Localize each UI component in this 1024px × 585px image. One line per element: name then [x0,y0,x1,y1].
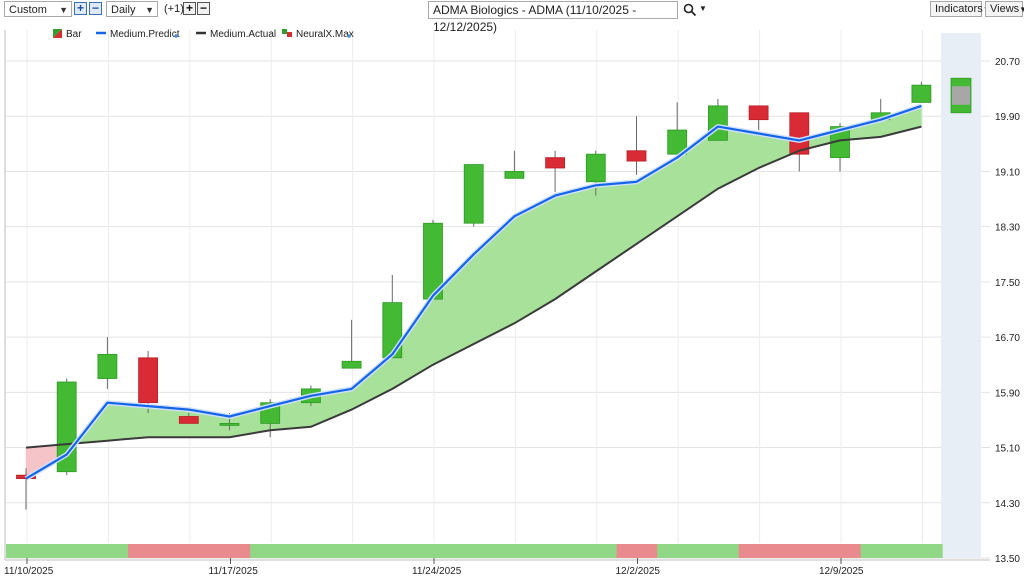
series-line-medium-actual [25,125,922,449]
series-lines [24,103,923,481]
x-tick-label: 12/9/2025 [819,566,864,577]
indicators-label: Indicators [935,3,983,15]
y-tick-label: 19.90 [995,112,1020,123]
candle-body [138,357,159,404]
forecast-candle-core [952,86,970,105]
signal-strip-segment [413,544,455,558]
signal-strip-segment [901,544,943,558]
y-tick-label: 18.30 [995,223,1020,234]
axes: 20.70 19.90 19.10 18.30 17.50 16.70 15.90 15.10… [4,30,1020,577]
signal-strip-segment [372,544,414,558]
legend-swatch-neuralx-red [287,32,292,37]
candle-body [341,360,362,369]
prediction-fill-area [25,105,922,480]
views-button[interactable]: Views▼ [985,1,1024,17]
signal-strip [6,544,943,558]
y-tick-label: 17.50 [995,278,1020,289]
y-tick-label: 15.10 [995,444,1020,455]
candle-body [219,422,240,426]
views-label: Views [990,3,1020,15]
signal-strip-segment [738,544,780,558]
legend-label-medium-actual: Medium.Actual [210,29,276,40]
candle-body [708,105,728,141]
signal-strip-segment [697,544,740,558]
signal-strip-segment [46,544,88,558]
legend-dot-icon [174,34,178,38]
legend-swatch-neuralx-green [282,29,287,34]
signal-strip-segment [575,544,618,558]
legend-label-bar: Bar [66,29,82,40]
candle-body [178,416,199,424]
x-tick-label: 11/24/2025 [412,566,462,577]
interval-select[interactable]: Daily ▼ [106,1,158,17]
y-tick-label: 15.90 [995,388,1020,399]
x-tick-label: 11/17/2025 [209,566,259,577]
y-tick-label: 16.70 [995,333,1020,344]
chart-title[interactable]: ADMA Biologics - ADMA (11/10/2025 - 12/1… [428,1,678,34]
signal-strip-segment [290,544,333,558]
candle-body [463,164,484,224]
forecast-band [941,33,981,558]
caret-down-icon[interactable]: ▼ [699,4,707,13]
candle-body [789,112,810,155]
chevron-down-icon: ▼ [1019,5,1024,14]
x-tick-label: 12/2/2025 [616,566,661,577]
y-tick-label: 14.30 [995,499,1020,510]
offset-decrease-button[interactable]: − [197,2,210,15]
candle-body [545,157,565,169]
y-tick-label: 19.10 [995,167,1020,178]
legend-dot-icon [347,34,351,38]
candle-body [585,153,606,183]
toolbar: Custom ▼ + − Daily ▼ (+1) + − ADMA Biolo… [0,0,1024,34]
y-tick-label: 13.50 [995,554,1020,565]
signal-strip-segment [535,544,577,558]
prediction-fill-segment [107,402,149,441]
candle-body [626,150,647,162]
range-select-value: Custom [9,4,47,16]
signal-strip-segment [87,544,129,558]
interval-select-value: Daily [111,4,136,16]
legend-label-medium-predict: Medium.Predict [110,29,180,40]
legend: Bar Medium.Predict Medium.Actual NeuralX.Ma… [53,29,354,40]
signal-strip-segment [209,544,251,558]
range-select[interactable]: Custom ▼ [4,1,72,17]
signal-strip-segment [453,544,495,558]
indicators-button[interactable]: Indicators▼ [930,1,991,17]
signal-strip-segment [168,544,211,558]
series-line-medium-predict [25,104,922,480]
offset-label: (+1) [164,3,184,15]
signal-strip-segment [820,544,862,558]
candle-body [504,171,525,179]
candle-body [97,353,118,379]
x-tick-label: 11/10/2025 [4,566,54,577]
signal-strip-segment [860,544,902,558]
search-icon[interactable] [683,3,697,17]
legend-label-neuralx-max: NeuralX.Max [296,29,354,40]
chevron-down-icon: ▼ [59,5,68,15]
zoom-out-button[interactable]: − [89,2,102,15]
zoom-in-button[interactable]: + [74,2,87,15]
signal-strip-segment [6,544,48,558]
candle-body [667,129,688,155]
candle-body [382,302,403,359]
chevron-down-icon: ▼ [145,5,154,15]
signal-strip-segment [250,544,292,558]
legend-bar-swatch-red [53,29,62,38]
signal-strip-segment [494,544,536,558]
offset-increase-button[interactable]: + [183,2,196,15]
signal-strip-segment [128,544,170,558]
signal-strip-segment [616,544,658,558]
signal-strip-segment [779,544,821,558]
candle-body [911,84,932,103]
y-tick-label: 20.70 [995,57,1020,68]
signal-strip-segment [331,544,373,558]
candle-body [748,105,769,121]
signal-strip-segment [657,544,699,558]
